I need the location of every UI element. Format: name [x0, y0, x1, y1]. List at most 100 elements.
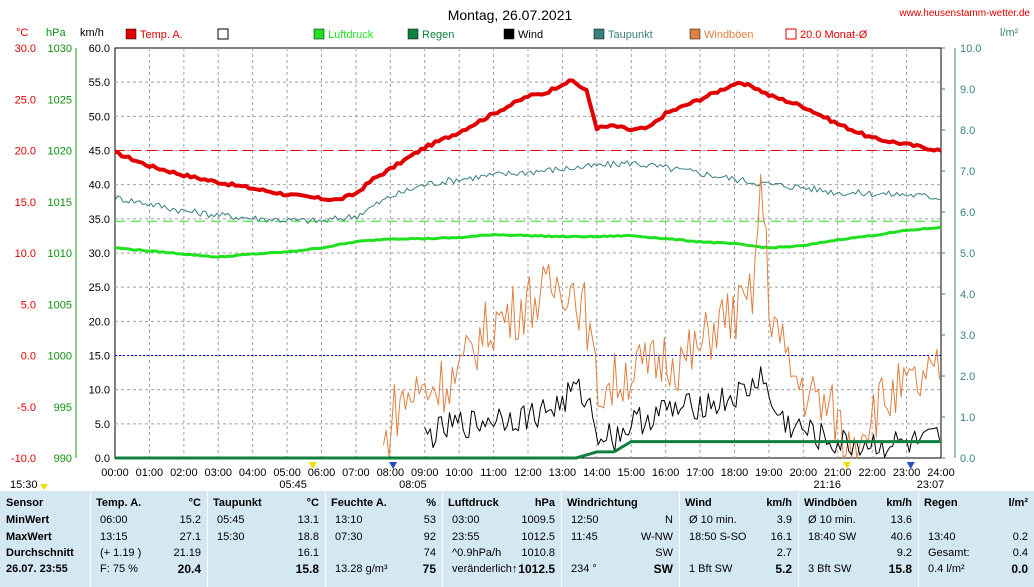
col-header: Regen [924, 497, 958, 509]
y-tick-lm2: 5.0 [960, 248, 975, 260]
y-tick-kmh: 55.0 [89, 77, 110, 89]
stats-col-2: Taupunkt °C 05:45 13.1 15:30 18.8 16.1 15.8 [207, 491, 325, 587]
cell-value: 16.1 [297, 547, 319, 559]
cell-label: 18:50 S-SO [689, 531, 747, 543]
col-unit: km/h [766, 497, 792, 509]
col-unit: l/m² [1008, 497, 1028, 509]
x-tick-label: 03:00 [204, 467, 232, 479]
row-label: MaxWert [6, 531, 52, 543]
legend-swatch [313, 28, 325, 40]
cell-label: veränderlich↑ [452, 563, 518, 575]
x-tick-label: 16:00 [652, 467, 680, 479]
y-tick-kmh: 0.0 [95, 453, 110, 465]
y-tick-lm2: 3.0 [960, 330, 975, 342]
rain-end-marker [906, 462, 915, 469]
stats-col-5: Windrichtung 12:50 N 11:45 W-NW SW 234 ° SW [561, 491, 679, 587]
cell-label: ^0.9hPa/h [452, 547, 502, 559]
legend-label: Windböen [704, 29, 754, 41]
y-tick-hpa: 1000 [48, 351, 72, 363]
cell-value: 1012.5 [521, 531, 555, 543]
sunrise-marker [308, 462, 317, 469]
y-tick-celsius: 15.0 [15, 197, 36, 209]
left-time-marker [40, 484, 48, 490]
legend-swatch [217, 28, 229, 40]
series-temp-a- [114, 78, 942, 203]
x-tick-label: 13:00 [549, 467, 577, 479]
cell-label: 13:10 [335, 514, 363, 526]
y-tick-kmh: 60.0 [89, 43, 110, 55]
y-tick-lm2: 2.0 [960, 371, 975, 383]
cell-label: Gesamt: [928, 547, 970, 559]
col-separator [442, 491, 443, 587]
cell-label: 13:40 [928, 531, 956, 543]
stats-col-7: Windböen km/h Ø 10 min. 13.6 18:40 SW 40.6 9.2… [798, 491, 918, 587]
col-separator [679, 491, 680, 587]
y-tick-celsius: 20.0 [15, 146, 36, 158]
y-tick-celsius: 25.0 [15, 94, 36, 106]
rain-start-marker [389, 462, 398, 469]
col-separator [798, 491, 799, 587]
legend-swatch [503, 28, 515, 40]
y-tick-kmh: 25.0 [89, 282, 110, 294]
series-regen [115, 440, 941, 460]
col-unit: km/h [886, 497, 912, 509]
legend-label: Temp. A. [140, 29, 183, 41]
y-tick-hpa: 1015 [48, 197, 72, 209]
legend-swatch [407, 28, 419, 40]
cell-value: 18.8 [297, 531, 319, 543]
col-unit: % [426, 497, 436, 509]
y-tick-celsius: -5.0 [17, 402, 36, 414]
left-time-label: 15:30 [10, 479, 38, 491]
y-tick-hpa: 995 [54, 402, 72, 414]
col-separator [918, 491, 919, 587]
legend-label: Taupunkt [608, 29, 653, 41]
cell-label: Ø 10 min. [689, 514, 737, 526]
y-tick-celsius: 0.0 [21, 351, 36, 363]
y-tick-hpa: 1005 [48, 299, 72, 311]
unit-celsius: °C [16, 27, 28, 39]
cell-label: 06:00 [100, 514, 128, 526]
y-tick-kmh: 20.0 [89, 316, 110, 328]
y-tick-lm2: 10.0 [960, 43, 981, 55]
y-tick-kmh: 50.0 [89, 111, 110, 123]
cell-label: Ø 10 min. [808, 514, 856, 526]
legend-swatch [125, 28, 137, 40]
col-header: Feuchte A. [331, 497, 387, 509]
y-tick-lm2: 9.0 [960, 84, 975, 96]
cell-value: 21.19 [173, 547, 201, 559]
col-header: Taupunkt [213, 497, 262, 509]
x-tick-label: 17:00 [686, 467, 714, 479]
chart-grid [114, 47, 942, 459]
website-link[interactable]: www.heusenstamm-wetter.de [898, 8, 1030, 19]
cell-value: 16.1 [770, 531, 792, 543]
legend-label: 20.0 Monat-Ø [800, 29, 868, 41]
stats-col-0: Sensor MinWert MaxWert Durchschnitt 26.07. 2… [0, 491, 90, 587]
y-tick-celsius: 10.0 [15, 248, 36, 260]
y-tick-lm2: 7.0 [960, 166, 975, 178]
col-header: Luftdruck [448, 497, 499, 509]
stats-col-1: Temp. A. °C 06:00 15.2 13:15 27.1 (+ 1.19 ) 21.… [90, 491, 207, 587]
cell-value: 1012.5 [518, 562, 555, 576]
cell-value: 0.2 [1012, 531, 1028, 543]
y-tick-celsius: 30.0 [15, 43, 36, 55]
legend-swatch [593, 28, 605, 40]
cell-value: 92 [423, 531, 436, 543]
y-tick-hpa: 1010 [48, 248, 72, 260]
cell-value: 15.8 [888, 562, 912, 576]
x-tick-label: 06:00 [308, 467, 336, 479]
y-tick-hpa: 1030 [48, 43, 72, 55]
legend-label: Luftdruck [328, 29, 374, 41]
cell-label: 03:00 [452, 514, 480, 526]
y-tick-kmh: 40.0 [89, 180, 110, 192]
sunset-marker [843, 462, 852, 469]
x-tick-label: 01:00 [136, 467, 164, 479]
cell-value: 13.6 [890, 514, 912, 526]
col-header: Temp. A. [96, 497, 142, 509]
cell-value: 13.1 [297, 514, 319, 526]
x-tick-label: 22:00 [858, 467, 886, 479]
cell-label: 05:45 [217, 514, 245, 526]
cell-label: 3 Bft SW [808, 563, 852, 575]
cell-label: 13:15 [100, 531, 128, 543]
cell-label: 13.28 g/m³ [335, 563, 388, 575]
cell-label: 15:30 [217, 531, 245, 543]
